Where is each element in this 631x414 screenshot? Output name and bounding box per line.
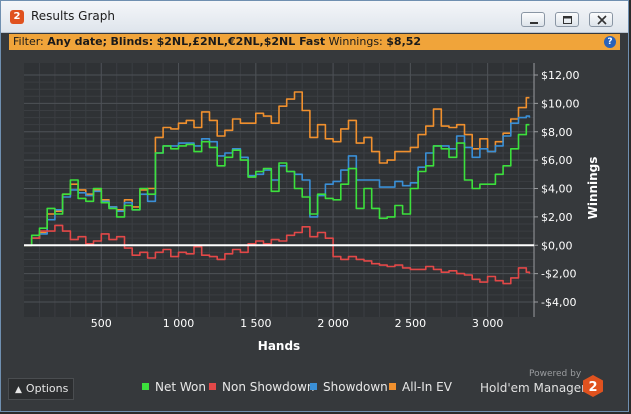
net-won-line: [24, 123, 530, 247]
legend-item-non-showdown[interactable]: Non Showdown: [209, 380, 315, 394]
close-button[interactable]: [589, 12, 613, 27]
y-tick-label: $10,00: [541, 97, 580, 110]
y-tick-label: $6,00: [541, 154, 573, 167]
x-tick-label: 1 500: [240, 317, 272, 330]
svg-text:2: 2: [588, 380, 597, 395]
title-bar[interactable]: 2 Results Graph: [1, 1, 628, 33]
y-axis-label: Winnings: [586, 157, 600, 220]
x-tick-label: 1 000: [163, 317, 195, 330]
filter-label: Filter:: [13, 35, 44, 48]
hm2-brand-logo-icon: 2: [583, 375, 603, 397]
hm2-logo-icon: 2: [10, 10, 24, 24]
filter-blinds: $2NL,£2NL,€2NL,$2NL Fast: [156, 35, 326, 48]
chevron-up-icon: ▲: [15, 385, 22, 395]
legend-swatch: [389, 383, 396, 390]
x-axis-label: Hands: [258, 339, 300, 353]
y-tick-label: $8,00: [541, 126, 573, 139]
options-label: Options: [25, 382, 69, 395]
legend-label: Non Showdown: [222, 380, 315, 394]
y-tick-label: -$4,00: [541, 296, 576, 309]
non-showdown-line: [24, 224, 531, 285]
minimize-icon: [530, 22, 538, 24]
holdem-manager-name: Hold'em Manager: [480, 381, 587, 395]
series-group: [24, 91, 534, 285]
filter-bar[interactable]: Filter: Any date; Blinds: $2NL,£2NL,€2NL…: [9, 34, 620, 50]
x-tick-label: 500: [91, 317, 112, 330]
legend-swatch: [310, 383, 317, 390]
filter-date: Any date;: [47, 35, 108, 48]
y-tick-label: $0,00: [541, 239, 573, 252]
legend-item-allin-ev[interactable]: All-In EV: [389, 380, 452, 394]
close-icon: [597, 15, 607, 25]
maximize-icon: [563, 16, 572, 24]
filter-winnings: $8,52: [386, 35, 422, 48]
x-tick-label: 2 000: [317, 317, 349, 330]
options-button[interactable]: ▲ Options: [8, 378, 74, 400]
minimize-button[interactable]: [521, 12, 545, 27]
legend-label: Net Won: [155, 380, 206, 394]
legend-item-showdown[interactable]: Showdown: [310, 380, 388, 394]
filter-blinds-label: Blinds:: [110, 35, 154, 48]
legend-item-net-won[interactable]: Net Won: [142, 380, 206, 394]
ticks: 500 1 000 1 500 2 000 2 500 3 000 $12,00 $10,00…: [91, 63, 580, 330]
window-title: Results Graph: [31, 9, 115, 23]
powered-by-label: Powered by: [529, 369, 582, 379]
y-tick-label: $12,00: [541, 69, 580, 82]
legend-swatch: [142, 383, 149, 390]
help-icon[interactable]: ?: [604, 36, 616, 48]
legend-label: Showdown: [323, 380, 388, 394]
x-tick-label: 2 500: [395, 317, 427, 330]
legend-label: All-In EV: [402, 380, 452, 394]
filter-winnings-label: Winnings:: [328, 35, 383, 48]
x-tick-label: 3 000: [472, 317, 504, 330]
y-tick-label: -$2,00: [541, 268, 576, 281]
y-tick-label: $4,00: [541, 183, 573, 196]
maximize-button[interactable]: [555, 12, 579, 27]
legend-swatch: [209, 383, 216, 390]
y-tick-label: $2,00: [541, 211, 573, 224]
